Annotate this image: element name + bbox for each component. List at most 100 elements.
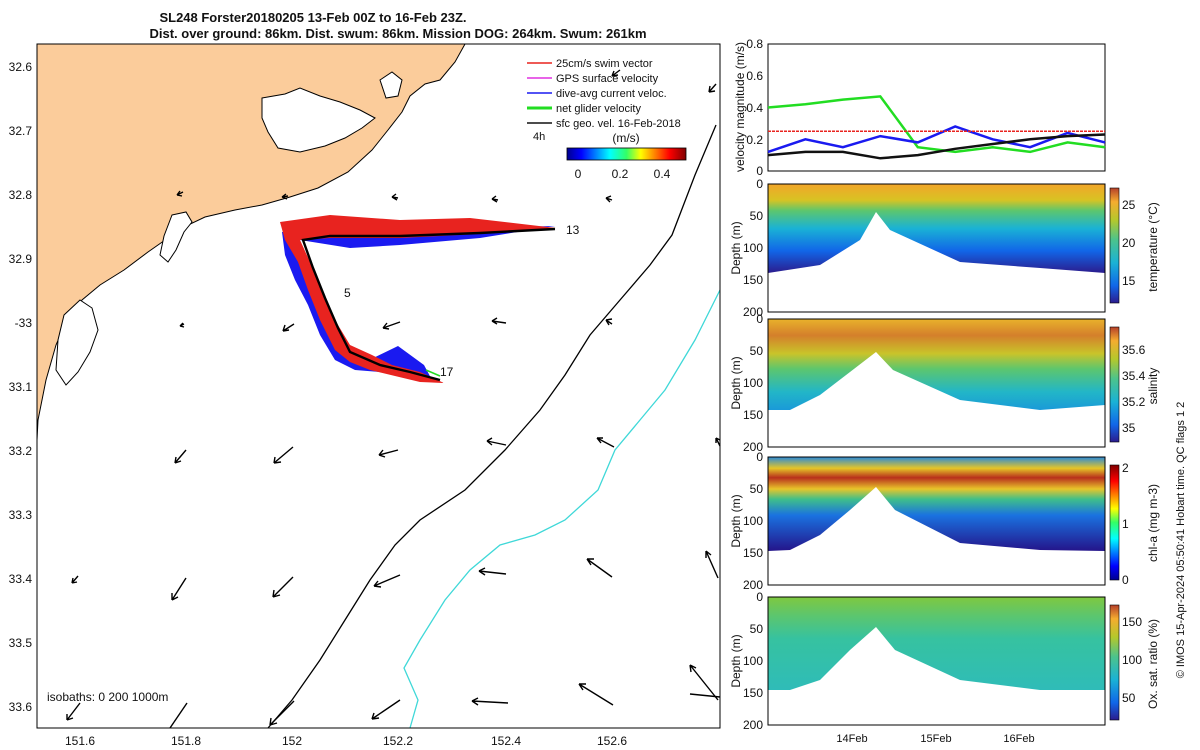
geo-arrow	[176, 190, 184, 197]
map-legend: 25cm/s swim vector GPS surface velocity …	[527, 58, 681, 130]
depth-tick: 50	[750, 344, 764, 358]
geo-arrow	[174, 449, 187, 464]
section-oxygen: 150 100 50 Ox. sat. ratio (%)	[767, 596, 1160, 726]
lake	[379, 71, 403, 99]
colorbar-tick: 0.4	[654, 167, 671, 181]
geo-arrow	[605, 318, 613, 326]
temp-cb-tick: 15	[1122, 274, 1136, 288]
title-line1: SL248 Forster20180205 13-Feb 00Z to 16-F…	[159, 10, 466, 25]
depth-tick: 200	[743, 305, 763, 319]
depth-label: Depth (m)	[729, 634, 743, 687]
depth-tick: 0	[756, 590, 763, 604]
map-y-tick: 32.7	[9, 124, 33, 138]
temp-colorbar	[1109, 187, 1120, 304]
depth-tick: 100	[743, 514, 763, 528]
section-temperature: 25 20 15 temperature (°C)	[767, 183, 1160, 313]
vel-y-tick: 0.2	[746, 133, 763, 147]
map-y-tick: -33	[15, 316, 33, 330]
temp-cb-tick: 20	[1122, 236, 1136, 250]
depth-tick: 0	[756, 177, 763, 191]
geo-arrow	[282, 323, 295, 332]
geo-arrow	[273, 446, 294, 464]
depth-tick: 200	[743, 578, 763, 592]
geo-arrow	[281, 193, 289, 200]
vel-ylabel: velocity magnitude (m/s)	[733, 42, 747, 172]
time-tick: 16Feb	[1003, 733, 1034, 745]
map-x-tick: 152.6	[597, 734, 627, 748]
ox-data	[768, 597, 1105, 690]
sal-cb-tick: 35.6	[1122, 343, 1146, 357]
geo-arrow	[179, 322, 185, 328]
geo-arrow	[471, 697, 509, 706]
legend-gps: GPS surface velocity	[556, 73, 659, 85]
vel-series-line	[767, 133, 1106, 160]
velocity-panel: 0 0.2 0.4 0.6 0.8 velocity magnitude (m/…	[733, 37, 1106, 178]
map-y-tick: 33.4	[9, 572, 33, 586]
depth-axes: 0 50 100 150 200 Depth (m) 0 50 100 150 200 Depth (…	[729, 177, 763, 732]
chl-cb-tick: 2	[1122, 461, 1129, 475]
depth-label: Depth (m)	[729, 356, 743, 409]
depth-tick: 100	[743, 376, 763, 390]
geo-arrow	[71, 575, 79, 584]
depth-tick: 100	[743, 241, 763, 255]
depth-tick: 50	[750, 209, 764, 223]
map-y-tick: 32.8	[9, 188, 33, 202]
map-y-tick: 33.6	[9, 700, 33, 714]
geo-arrow	[708, 83, 717, 93]
geo-arrow	[272, 576, 294, 598]
speed-colorbar	[566, 147, 687, 161]
geo-arrow	[586, 558, 613, 578]
map-x-ticks: 151.6 151.8 152 152.2 152.4 152.6	[65, 734, 627, 748]
legend-dive-avg: dive-avg current veloc.	[556, 88, 667, 100]
depth-tick: 50	[750, 482, 764, 496]
depth-tick: 150	[743, 273, 763, 287]
geo-arrow	[169, 702, 188, 729]
geo-arrow	[491, 317, 507, 325]
depth-tick: 200	[743, 718, 763, 732]
depth-tick: 0	[756, 312, 763, 326]
day-label: 5	[344, 286, 351, 300]
depth-tick: 50	[750, 622, 764, 636]
geo-arrow	[689, 693, 721, 698]
swim-vector-band	[280, 215, 556, 383]
map-y-tick: 33.2	[9, 444, 33, 458]
geo-arrow	[596, 437, 615, 448]
geo-arrow	[382, 321, 401, 330]
vel-y-tick: 0	[756, 164, 763, 178]
ox-cb-tick: 100	[1122, 653, 1142, 667]
lake	[159, 211, 193, 263]
depth-tick: 100	[743, 654, 763, 668]
chl-cb-tick: 0	[1122, 573, 1129, 587]
legend-swim: 25cm/s swim vector	[556, 58, 653, 70]
geo-arrow	[378, 449, 399, 458]
colorbar-note: 4h	[533, 131, 545, 143]
map-x-tick: 151.8	[171, 734, 201, 748]
isobath-1000	[403, 289, 721, 729]
glider-track-green	[425, 369, 441, 377]
map-frame	[36, 43, 721, 729]
geo-arrow	[171, 577, 187, 601]
geo-arrow	[486, 437, 507, 446]
time-tick: 14Feb	[836, 733, 867, 745]
chl-colorbar	[1109, 464, 1120, 581]
geo-arrow	[66, 702, 81, 721]
sal-colorbar	[1109, 326, 1120, 443]
geo-arrow	[478, 567, 507, 576]
isobath-200	[267, 124, 717, 729]
day-label: 13	[566, 223, 580, 237]
ox-cb-tick: 50	[1122, 691, 1136, 705]
dive-avg-current-band	[282, 226, 555, 380]
vel-y-tick: 0.8	[746, 37, 763, 51]
ox-colorbar	[1109, 604, 1120, 721]
chl-cb-tick: 1	[1122, 517, 1129, 531]
vel-series-line	[767, 95, 1106, 154]
sal-cb-tick: 35.4	[1122, 369, 1146, 383]
velocity-lines	[767, 95, 1106, 160]
section-salinity: 35.6 35.4 35.2 35 salinity	[767, 318, 1160, 448]
time-axis: 14Feb 15Feb 16Feb	[836, 733, 1034, 745]
title-line2: Dist. over ground: 86km. Dist. swum: 86k…	[149, 26, 646, 41]
ox-cb-tick: 150	[1122, 615, 1142, 629]
vel-y-tick: 0.4	[746, 101, 763, 115]
sal-data	[768, 319, 1105, 410]
